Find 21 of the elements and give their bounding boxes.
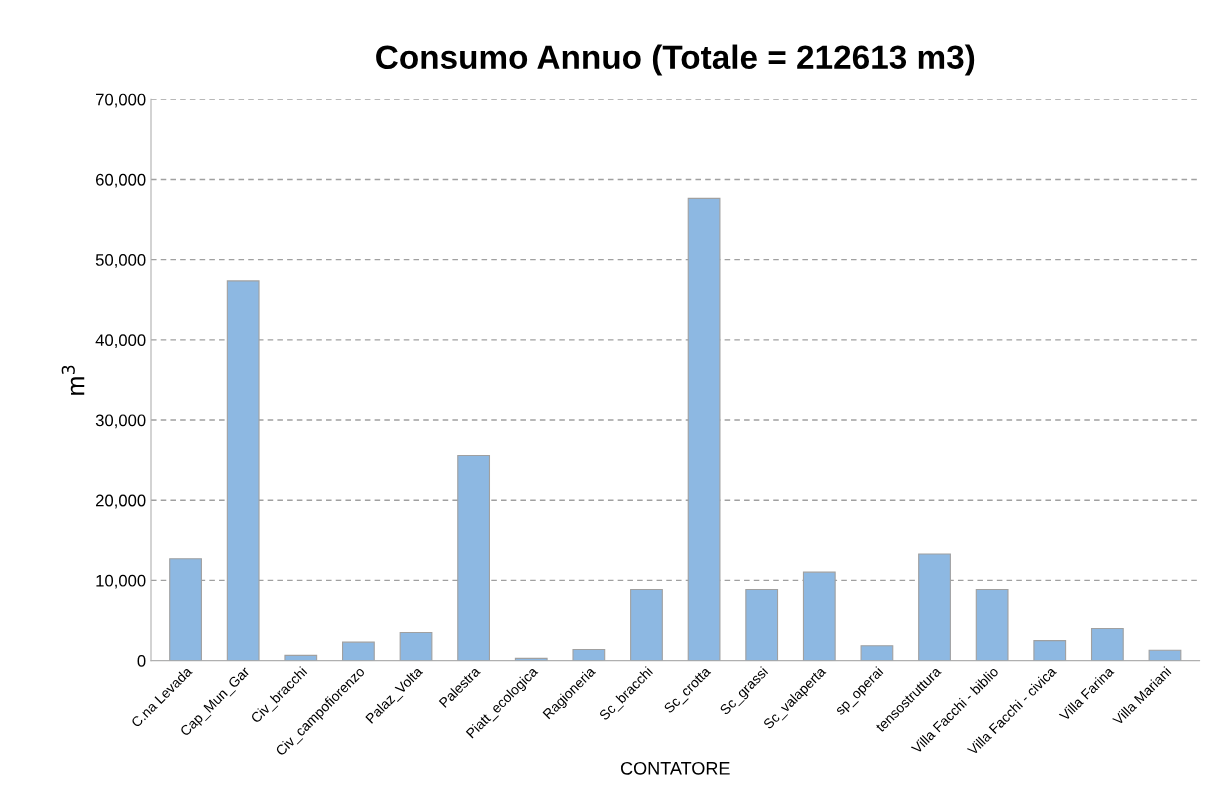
y-tick-label: 50,000 [95, 254, 146, 268]
y-tick-label: 20,000 [96, 494, 146, 509]
bar [630, 589, 663, 661]
bar [745, 589, 779, 661]
y-tick-label: 60,000 [96, 173, 146, 188]
x-axis-title: CONTATORE [621, 761, 730, 775]
bar [1148, 649, 1182, 661]
chart-title: Consumo Annuo (Totale = 212613 m3) [376, 44, 975, 76]
y-tick-label: 40,000 [95, 334, 146, 348]
bar [1090, 627, 1124, 661]
bar [572, 648, 606, 661]
y-tick-label: 10,000 [96, 574, 146, 589]
y-tick-label: 0 [137, 655, 146, 667]
bar [860, 645, 894, 661]
bar [975, 589, 1009, 661]
y-tick-label: 30,000 [95, 414, 146, 429]
bar [1033, 640, 1067, 661]
bar [399, 631, 433, 661]
y-tick-label: 70,000 [96, 93, 146, 108]
bar [342, 641, 375, 661]
y-axis-title: m$^{3}$ [61, 365, 85, 395]
